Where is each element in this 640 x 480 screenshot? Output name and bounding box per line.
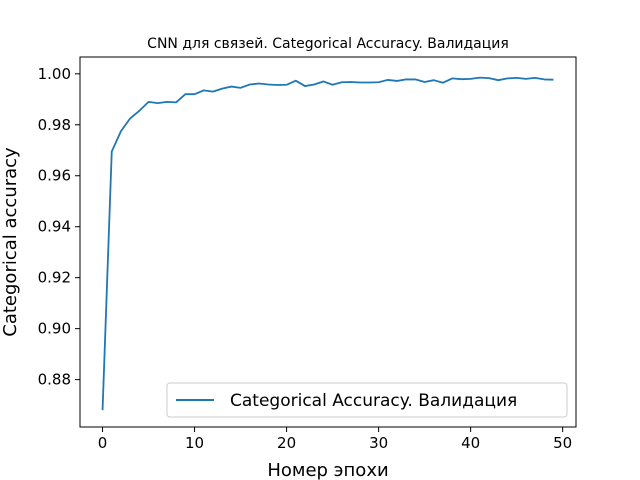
y-tick-label: 0.88 (38, 371, 71, 389)
legend: Categorical Accuracy. Валидация (166, 382, 568, 418)
y-tick-label: 0.90 (38, 320, 71, 338)
y-axis-label: Categorical accuracy (0, 147, 21, 337)
x-axis-label: Номер эпохи (267, 460, 388, 480)
chart-title: CNN для связей. Categorical Accuracy. Ва… (147, 36, 509, 52)
y-tick-label: 1.00 (38, 65, 71, 83)
y-tick-label: 0.98 (38, 116, 71, 134)
x-tick-label: 40 (461, 434, 480, 452)
x-tick-label: 30 (369, 434, 388, 452)
series-line (101, 76, 554, 411)
legend-entry: Categorical Accuracy. Валидация (230, 391, 517, 411)
y-tick-label: 0.94 (38, 218, 71, 236)
plot-frame (79, 56, 577, 428)
y-axis: 0.88 0.90 0.92 0.94 0.96 0.98 1.00 (38, 65, 80, 389)
x-axis: 0 10 20 30 40 50 (98, 427, 572, 452)
x-tick-label: 20 (277, 434, 296, 452)
y-tick-label: 0.92 (38, 269, 71, 287)
x-tick-label: 0 (98, 434, 108, 452)
plot-area (101, 76, 554, 411)
legend-box (166, 382, 568, 418)
x-tick-label: 50 (553, 434, 572, 452)
y-tick-label: 0.96 (38, 167, 71, 185)
x-tick-label: 10 (185, 434, 204, 452)
